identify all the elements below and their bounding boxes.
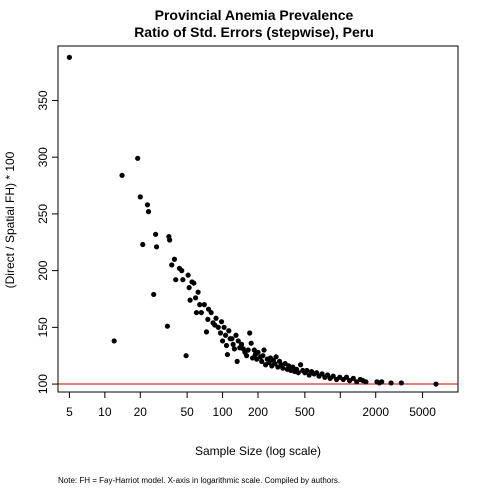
data-point [245,347,251,353]
y-tick-label: 350 [36,90,50,110]
data-point [247,330,253,336]
data-point [229,336,235,342]
x-tick-label: 500 [295,405,315,419]
data-point [144,202,151,208]
chart-title: Provincial Anemia Prevalence [155,7,354,23]
data-point [234,358,240,364]
data-point [379,379,385,385]
data-point [197,302,203,308]
data-point [111,338,117,344]
data-point [286,363,292,369]
y-tick-label: 150 [36,317,50,337]
data-point [350,375,356,381]
data-point [145,209,152,215]
data-point [238,341,245,347]
data-points [66,54,439,387]
data-point [185,272,191,278]
data-point [179,268,185,274]
x-axis-label: Sample Size (log scale) [195,444,321,458]
data-point [243,353,250,359]
data-point [219,338,226,344]
data-point [213,315,219,321]
y-tick-label: 250 [36,204,50,224]
data-point [66,54,73,60]
y-tick-label: 300 [36,147,50,167]
data-point [297,362,304,368]
data-point [153,244,160,250]
data-point [137,194,143,200]
data-point [193,309,200,316]
data-point [224,351,231,358]
data-point [260,353,266,359]
data-point [135,155,141,161]
y-tick-label: 100 [36,374,50,394]
data-point [304,367,310,374]
data-point [186,285,192,291]
x-tick-label: 5000 [409,405,436,419]
data-point [248,340,254,346]
data-point [171,256,178,262]
data-point [231,346,237,352]
data-point [164,323,171,329]
data-point [215,324,221,330]
data-point [255,349,261,355]
y-axis-label: (Direct / Spatial FH) * 100 [3,151,17,288]
data-point [233,332,239,338]
data-point [222,332,229,338]
x-tick-label: 5 [66,405,73,419]
data-point [272,361,278,367]
data-point [153,231,159,237]
data-point [363,379,369,385]
x-tick-label: 2000 [362,405,389,419]
data-point [433,381,439,387]
chart-subtitle: Ratio of Std. Errors (stepwise), Peru [134,24,374,40]
data-point [221,324,227,330]
data-point [261,347,267,353]
x-tick-label: 20 [134,405,148,419]
data-point [191,280,197,286]
data-point [295,370,301,376]
x-tick-label: 200 [248,405,268,419]
data-point [201,302,207,308]
data-point [254,356,260,362]
data-point [195,289,201,295]
data-point [208,309,214,316]
x-tick-label: 10 [98,405,112,419]
data-point [173,277,179,283]
data-point [169,262,175,268]
data-point [259,358,265,364]
footnote: Note: FH = Fay-Harriot model. X-axis in … [58,476,340,485]
data-point [319,371,325,377]
x-axis: 5 10 20 50 100 200 500 2000 5000 [66,392,436,419]
data-point [290,364,296,370]
data-point [330,373,336,379]
x-tick-label: 100 [213,405,233,419]
data-point [205,316,211,322]
data-point [203,329,210,335]
data-point [217,330,224,336]
data-point [192,295,199,301]
data-point [218,319,225,325]
data-point [235,338,241,344]
data-point [167,237,173,243]
data-point [180,277,186,283]
data-point [226,328,232,334]
data-point [140,241,146,248]
data-point [388,380,394,386]
data-point [280,365,286,371]
y-tick-label: 200 [36,260,50,280]
data-point [187,297,193,303]
data-point [343,374,350,380]
data-point [223,342,230,349]
data-point [230,341,236,347]
data-point [398,380,404,386]
data-point [273,354,279,360]
data-point [183,353,189,359]
data-point [198,309,204,316]
y-axis: 100 150 200 250 300 350 [36,90,58,394]
x-tick-label: 50 [180,405,194,419]
data-point [119,172,125,178]
data-point [151,291,157,298]
